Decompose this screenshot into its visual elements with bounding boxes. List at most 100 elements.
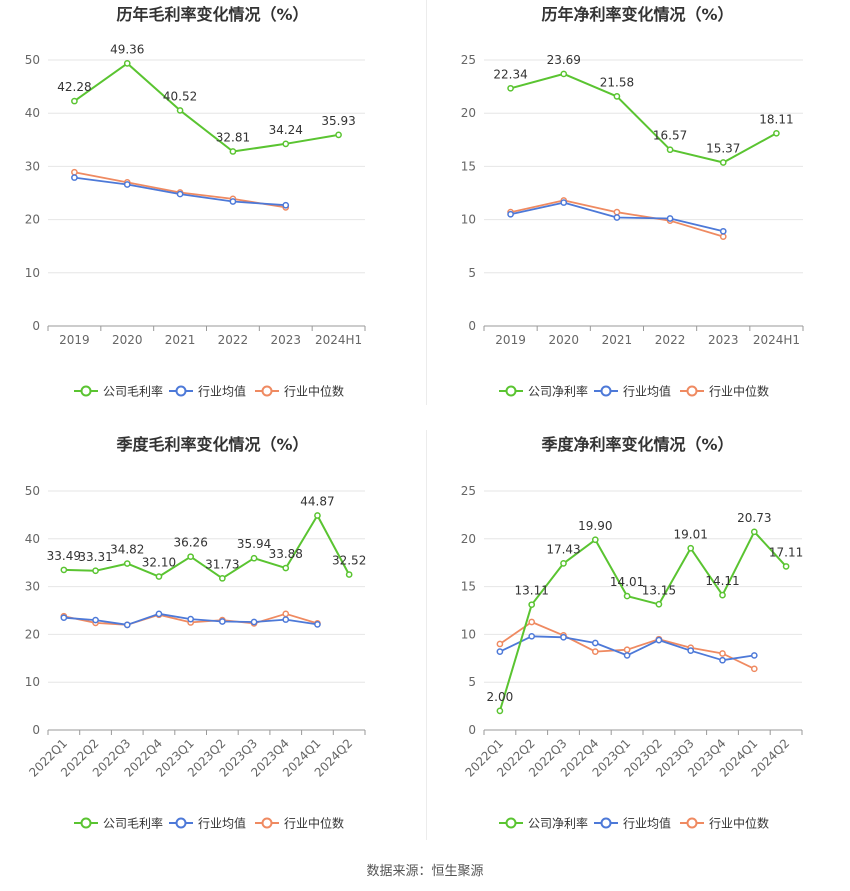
data-point: [666, 215, 674, 222]
legend-item: 行业中位数: [680, 816, 769, 831]
data-label: 34.82: [110, 543, 144, 557]
data-point: [613, 214, 621, 221]
data-label: 33.49: [47, 549, 81, 563]
y-tick-label: 30: [25, 580, 40, 594]
x-tick-label: 2021: [602, 333, 633, 347]
legend-item: 公司净利率: [499, 384, 588, 399]
legend-label: 行业均值: [623, 816, 671, 831]
data-label: 19.90: [578, 519, 612, 533]
data-point: [687, 544, 695, 552]
data-point: [666, 146, 674, 154]
data-point: [719, 159, 727, 166]
data-point: [123, 181, 131, 188]
data-label: 14.01: [610, 575, 644, 589]
y-tick-label: 50: [25, 484, 40, 498]
data-label: 31.73: [205, 557, 239, 571]
data-label: 15.37: [706, 141, 740, 155]
legend-marker: [600, 385, 612, 397]
data-label: 35.94: [237, 537, 271, 551]
data-point: [528, 632, 536, 640]
data-label: 17.43: [546, 542, 580, 556]
chart-annual-net: 历年净利率变化情况（%） 0 5 10 15 20 25 2019 2020 2021 2022 20…: [425, 0, 850, 415]
y-tick-label: 50: [25, 53, 40, 67]
y-tick-label: 25: [461, 484, 476, 498]
data-point: [282, 201, 290, 209]
y-tick-label: 5: [468, 266, 476, 280]
data-point: [92, 616, 99, 624]
y-tick-label: 20: [25, 627, 40, 641]
y-tick-label: 10: [25, 675, 40, 689]
vertical-divider: [426, 0, 427, 405]
legend-item: 行业均值: [594, 816, 671, 831]
data-point: [719, 656, 726, 664]
legend-marker: [80, 817, 92, 829]
legend-item: 行业均值: [169, 384, 246, 399]
chart-quarter-net-svg: 季度净利率变化情况（%）05101520252022Q12022Q22022Q3…: [461, 435, 804, 831]
y-tick-label: 20: [461, 532, 476, 546]
legend-label: 公司净利率: [528, 384, 588, 399]
vertical-divider: [426, 430, 427, 840]
data-point: [591, 639, 599, 647]
data-label: 49.36: [110, 42, 144, 56]
data-point: [560, 633, 567, 641]
data-point: [71, 174, 78, 181]
data-label: 22.34: [493, 67, 527, 81]
data-point: [773, 129, 780, 137]
data-point: [613, 93, 621, 100]
data-point: [155, 610, 163, 618]
data-point: [219, 574, 226, 582]
data-point: [314, 512, 321, 519]
data-point: [335, 131, 342, 139]
x-tick-label: 2022: [218, 333, 249, 347]
x-tick-label: 2019: [59, 333, 90, 347]
legend-marker: [175, 817, 187, 829]
series-line-0: [73, 62, 339, 153]
data-label: 33.88: [269, 547, 303, 561]
data-point: [496, 640, 504, 648]
y-tick-label: 40: [25, 532, 40, 546]
data-label: 32.10: [142, 556, 176, 570]
legend-item: 公司净利率: [499, 816, 588, 831]
data-point: [282, 564, 290, 572]
data-point: [345, 571, 353, 578]
data-point: [60, 566, 68, 574]
data-point: [60, 614, 68, 622]
y-tick-label: 15: [461, 580, 476, 594]
y-tick-label: 15: [461, 159, 476, 173]
y-tick-label: 20: [461, 106, 476, 120]
data-point: [591, 648, 599, 655]
legend-label: 行业均值: [198, 384, 246, 399]
legend-item: 行业均值: [594, 384, 671, 399]
legend-marker: [80, 385, 92, 397]
legend-marker: [175, 385, 187, 397]
data-point: [655, 600, 663, 608]
x-tick-label: 2023: [270, 333, 301, 347]
legend-marker: [505, 817, 517, 829]
data-point: [155, 573, 163, 580]
data-label: 13.11: [515, 584, 549, 598]
data-point: [719, 591, 726, 599]
data-point: [250, 554, 258, 562]
data-label: 21.58: [600, 75, 634, 89]
data-point: [71, 97, 78, 105]
data-label: 18.11: [759, 112, 793, 126]
data-label: 13.15: [642, 583, 676, 597]
data-label: 36.26: [173, 536, 207, 550]
data-point: [719, 227, 727, 235]
data-label: 17.11: [769, 545, 803, 559]
data-point: [750, 528, 758, 536]
chart-quarter-gross: 季度毛利率变化情况（%） 0 10 20 30 40 50 2022Q1 2022Q2 2022Q…: [0, 430, 425, 845]
data-label: 34.24: [269, 123, 303, 137]
legend-item: 行业中位数: [680, 384, 769, 399]
data-point: [560, 199, 568, 206]
data-point: [187, 553, 194, 561]
data-point: [655, 636, 663, 644]
y-tick-label: 10: [461, 213, 476, 227]
y-tick-label: 30: [25, 159, 40, 173]
data-point: [496, 648, 504, 655]
data-point: [687, 647, 695, 655]
data-label: 40.52: [163, 89, 197, 103]
data-point: [528, 618, 536, 626]
legend-marker: [686, 817, 698, 829]
chart-annual-gross-svg: 历年毛利率变化情况（%） 0 10 20 30 40 50 2019 2020 2021 2022 2…: [25, 5, 366, 399]
